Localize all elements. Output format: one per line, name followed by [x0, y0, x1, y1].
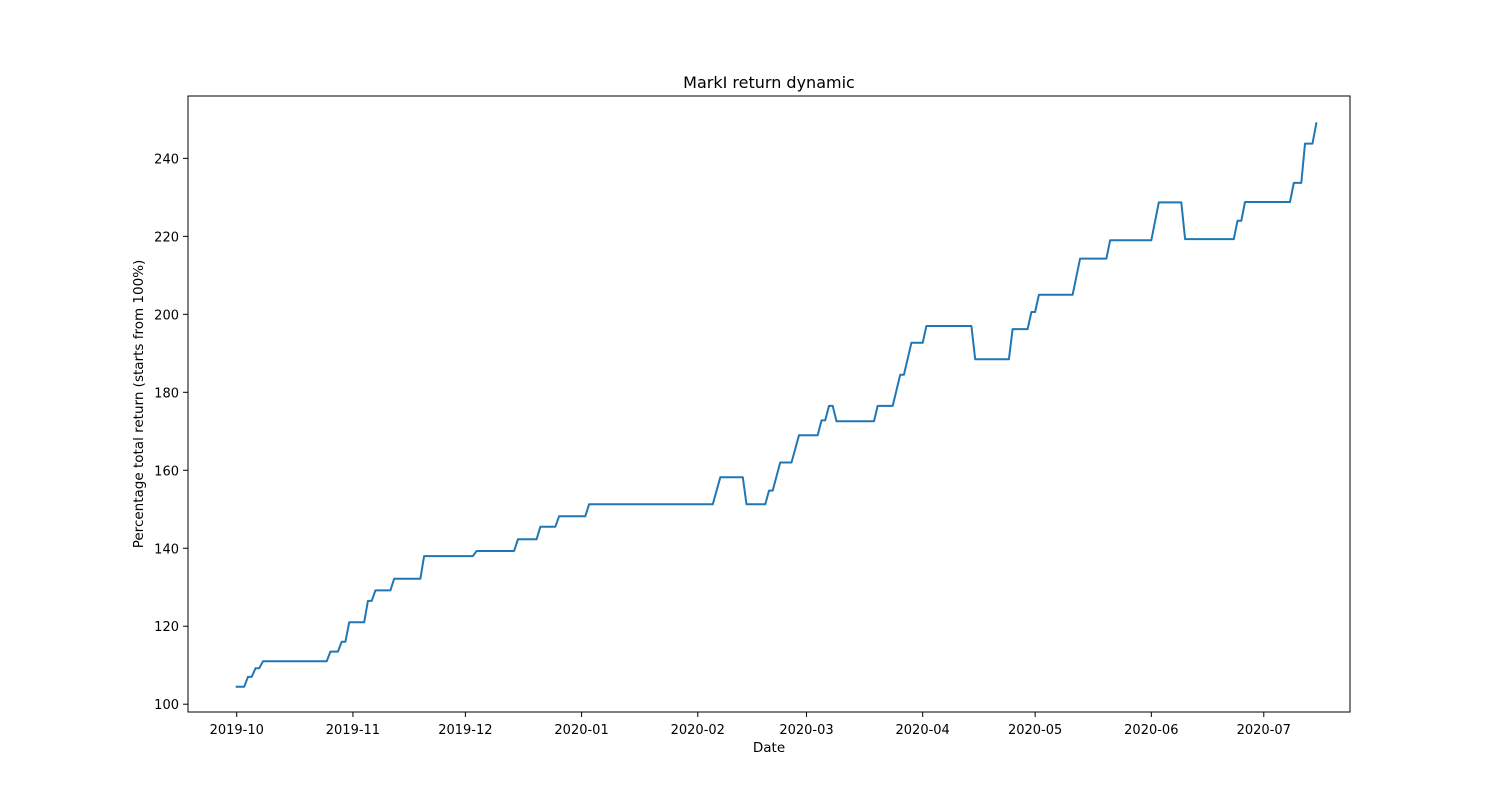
- x-tick-label: 2020-01: [554, 723, 608, 738]
- y-tick-label: 200: [154, 308, 179, 323]
- x-tick-label: 2020-06: [1124, 723, 1178, 738]
- y-tick-label: 140: [154, 542, 179, 557]
- y-axis-ticks: 100 120 140 160 180 200 220 240: [154, 152, 188, 713]
- x-tick-label: 2020-02: [671, 723, 725, 738]
- x-axis-ticks: 2019-10 2019-11 2019-12 2020-01 2020-02 2020-…: [210, 712, 1291, 738]
- x-tick-label: 2020-03: [779, 723, 833, 738]
- series-layer: [235, 122, 1318, 688]
- chart-title: MarkI return dynamic: [683, 73, 855, 92]
- y-axis-label: Percentage total return (starts from 100…: [131, 260, 147, 549]
- series-line: [235, 122, 1318, 688]
- x-tick-label: 2020-05: [1008, 723, 1062, 738]
- x-tick-label: 2019-10: [210, 723, 264, 738]
- x-tick-label: 2019-12: [438, 723, 492, 738]
- y-tick-label: 220: [154, 230, 179, 245]
- y-tick-label: 240: [154, 152, 179, 167]
- y-tick-label: 180: [154, 386, 179, 401]
- y-tick-label: 120: [154, 620, 179, 635]
- plot-area: [188, 96, 1350, 712]
- y-tick-label: 160: [154, 464, 179, 479]
- x-tick-label: 2019-11: [326, 723, 380, 738]
- y-tick-label: 100: [154, 698, 179, 713]
- x-tick-label: 2020-07: [1237, 723, 1291, 738]
- plot-frame: [187, 95, 1351, 713]
- x-tick-label: 2020-04: [896, 723, 950, 738]
- x-axis-label: Date: [753, 740, 785, 756]
